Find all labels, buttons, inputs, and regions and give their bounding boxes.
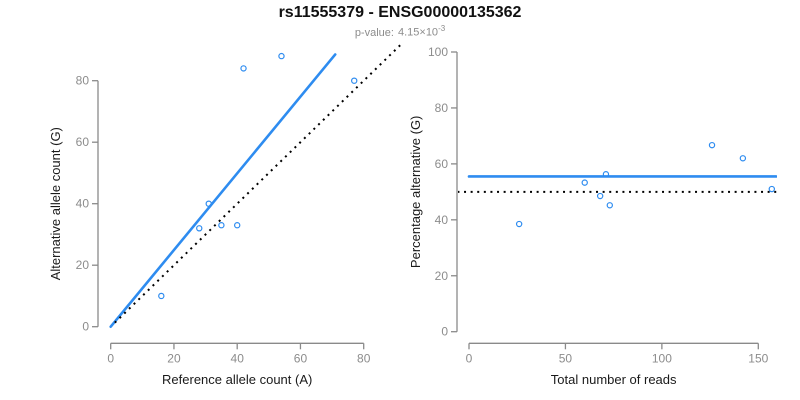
y-tick-label: 0	[82, 320, 89, 334]
multiply-sign: ×	[419, 26, 426, 39]
pvalue-base: 10	[425, 26, 439, 39]
y-tick-label: 100	[428, 45, 448, 59]
y-tick-label: 80	[76, 74, 90, 88]
fit-line	[109, 53, 337, 329]
x-tick-label: 50	[559, 351, 573, 365]
x-tick-label: 60	[294, 351, 308, 365]
x-axis-title: Reference allele count (A)	[162, 372, 312, 387]
pvalue-label: p-value:	[354, 26, 394, 39]
data-point	[768, 185, 776, 193]
data-point	[196, 225, 203, 232]
data-point	[218, 222, 225, 229]
data-point	[205, 200, 212, 207]
data-point	[351, 77, 358, 84]
y-tick-label: 40	[435, 213, 449, 227]
x-tick-label: 150	[748, 351, 768, 365]
y-tick-label: 20	[76, 258, 90, 272]
plot-allele-counts-scatter: 0 20 40 60 80 0 20 40 60 80 Reference allele count…	[48, 44, 402, 387]
data-point	[158, 292, 165, 300]
x-tick-label: 0	[466, 351, 473, 365]
figure-title: rs11555379 - ENSG00000135362	[278, 4, 522, 21]
x-tick-label: 40	[231, 351, 245, 365]
x-tick-label: 20	[167, 351, 181, 365]
dotted-reference-line	[114, 44, 402, 324]
y-axis-title: Percentage alternative (G)	[408, 116, 423, 268]
x-tick-label: 0	[107, 351, 114, 365]
y-axis-title: Alternative allele count (G)	[48, 127, 63, 280]
data-point	[278, 52, 285, 60]
data-point	[708, 141, 716, 149]
data-point	[515, 220, 523, 228]
y-tick-label: 40	[76, 197, 90, 211]
trend-lines	[109, 44, 402, 329]
y-tick-label: 60	[76, 135, 90, 149]
y-tick-label: 60	[435, 157, 449, 171]
y-tick-label: 80	[435, 101, 449, 115]
pvalue-subtitle: p-value: 4.15×10-3	[0, 24, 800, 39]
data-point	[739, 155, 747, 162]
y-tick-label: 20	[435, 269, 449, 283]
data-point	[596, 192, 604, 200]
x-tick-label: 100	[652, 351, 672, 365]
x-axis-title: Total number of reads	[551, 372, 677, 387]
data-point	[233, 222, 241, 229]
trend-lines	[458, 175, 777, 193]
data-point	[602, 171, 610, 178]
y-tick-label: 0	[441, 325, 448, 339]
data-point	[581, 179, 588, 186]
plot-percentage-vs-reads-scatter: 0 50 100 150 0 20 40 60 80 100 Total number of rea…	[408, 45, 777, 387]
data-point	[606, 202, 613, 209]
x-tick-label: 80	[357, 351, 371, 365]
data-point	[240, 65, 247, 72]
pvalue-exponent: -3	[438, 24, 446, 33]
pvalue-mantissa: 4.15	[397, 26, 420, 39]
